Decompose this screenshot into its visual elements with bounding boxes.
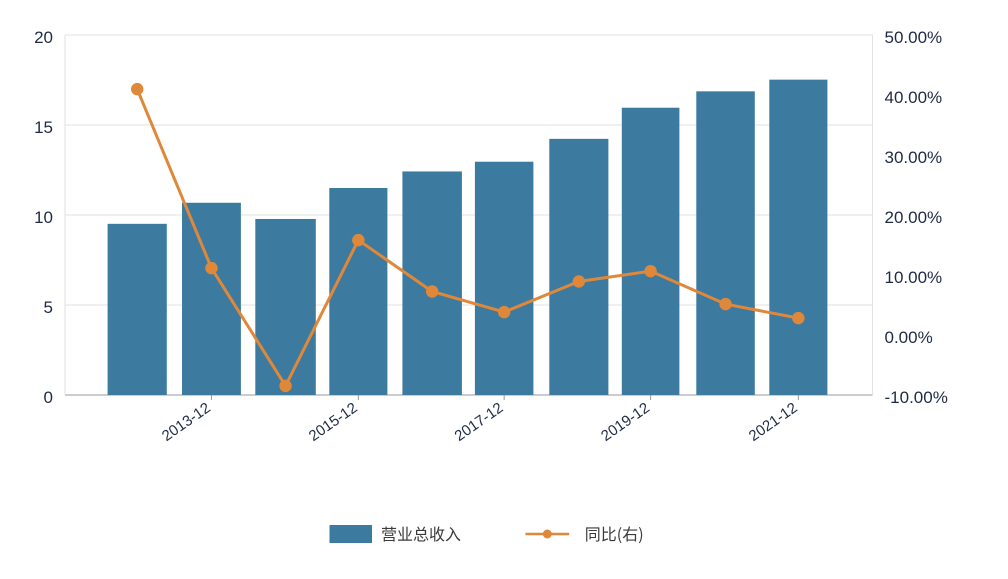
svg-text:30.00%: 30.00% — [885, 148, 943, 167]
svg-text:营业总收入: 营业总收入 — [381, 521, 461, 545]
svg-text:10.00%: 10.00% — [885, 268, 943, 287]
svg-text:0.00%: 0.00% — [885, 328, 933, 347]
svg-text:同比(右): 同比(右) — [585, 521, 644, 545]
svg-text:5: 5 — [44, 298, 53, 317]
svg-text:15: 15 — [34, 118, 53, 137]
svg-text:0: 0 — [44, 388, 53, 407]
svg-text:40.00%: 40.00% — [885, 88, 943, 107]
svg-text:50.00%: 50.00% — [885, 28, 943, 47]
svg-text:20: 20 — [34, 28, 53, 47]
svg-text:20.00%: 20.00% — [885, 208, 943, 227]
svg-text:-10.00%: -10.00% — [885, 388, 948, 407]
svg-text:10: 10 — [34, 208, 53, 227]
